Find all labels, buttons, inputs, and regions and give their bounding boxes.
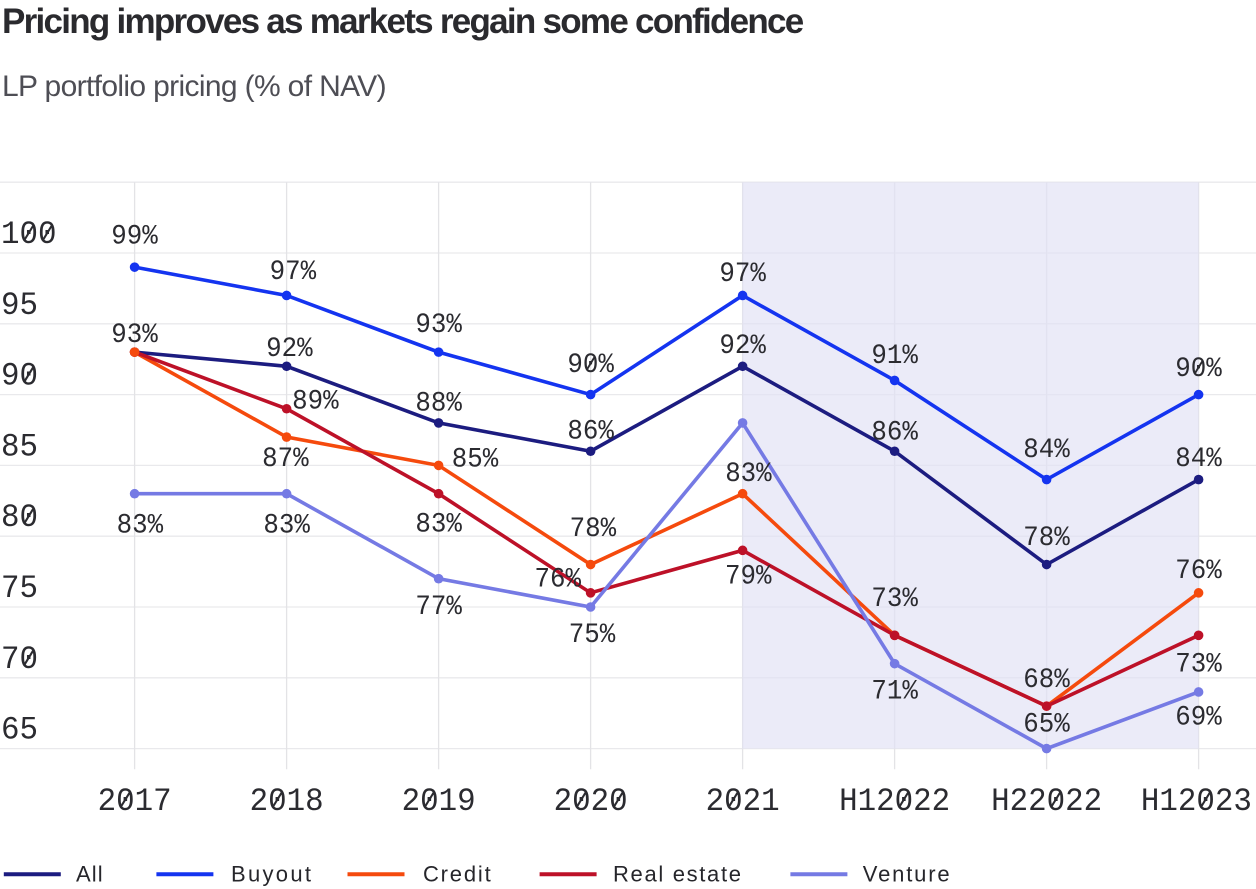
svg-text:90%: 90%	[1175, 354, 1222, 385]
svg-text:2017: 2017	[98, 783, 172, 820]
svg-text:86%: 86%	[567, 416, 614, 447]
svg-text:89%: 89%	[292, 387, 339, 418]
svg-text:84%: 84%	[1175, 444, 1222, 475]
svg-text:2019: 2019	[402, 783, 476, 820]
svg-text:85: 85	[1, 428, 38, 465]
svg-text:91%: 91%	[871, 341, 918, 372]
svg-text:83%: 83%	[725, 459, 772, 490]
svg-text:87%: 87%	[262, 444, 309, 475]
svg-text:88%: 88%	[415, 389, 462, 420]
svg-text:76%: 76%	[1175, 556, 1222, 587]
svg-text:Credit: Credit	[423, 862, 491, 887]
svg-text:84%: 84%	[1023, 435, 1070, 466]
svg-text:83%: 83%	[263, 511, 310, 542]
svg-text:92%: 92%	[719, 331, 766, 362]
svg-text:97%: 97%	[270, 257, 317, 288]
svg-text:92%: 92%	[266, 334, 313, 365]
svg-text:83%: 83%	[117, 511, 164, 542]
svg-text:73%: 73%	[871, 584, 918, 615]
svg-text:77%: 77%	[415, 592, 462, 623]
svg-text:93%: 93%	[111, 320, 158, 351]
svg-text:86%: 86%	[871, 418, 918, 449]
svg-text:75%: 75%	[569, 620, 616, 651]
svg-text:65: 65	[1, 712, 38, 749]
svg-text:73%: 73%	[1175, 650, 1222, 681]
svg-text:2018: 2018	[250, 783, 324, 820]
svg-text:70: 70	[1, 641, 38, 678]
svg-text:2021: 2021	[706, 783, 780, 820]
svg-text:85%: 85%	[452, 445, 499, 476]
svg-text:Buyout: Buyout	[231, 862, 311, 887]
svg-text:69%: 69%	[1175, 703, 1222, 734]
svg-text:83%: 83%	[415, 510, 462, 541]
svg-text:99%: 99%	[111, 222, 158, 253]
svg-text:90%: 90%	[567, 350, 614, 381]
svg-text:65%: 65%	[1023, 710, 1070, 741]
svg-text:95: 95	[1, 287, 38, 324]
svg-text:78%: 78%	[570, 514, 617, 545]
svg-text:76%: 76%	[535, 564, 582, 595]
svg-text:93%: 93%	[415, 310, 462, 341]
svg-text:2020: 2020	[554, 783, 628, 820]
svg-text:90: 90	[1, 358, 38, 395]
svg-text:79%: 79%	[725, 562, 772, 593]
svg-text:68%: 68%	[1023, 665, 1070, 696]
svg-text:71%: 71%	[871, 677, 918, 708]
svg-text:H22022: H22022	[991, 783, 1102, 820]
svg-text:80: 80	[1, 499, 38, 536]
svg-text:97%: 97%	[719, 259, 766, 290]
svg-text:Venture: Venture	[863, 862, 950, 887]
svg-text:H12022: H12022	[839, 783, 950, 820]
svg-text:H12023: H12023	[1141, 783, 1252, 820]
svg-text:All: All	[76, 862, 103, 887]
svg-text:78%: 78%	[1023, 523, 1070, 554]
svg-text:75: 75	[1, 570, 38, 607]
svg-text:Real estate: Real estate	[613, 862, 741, 887]
